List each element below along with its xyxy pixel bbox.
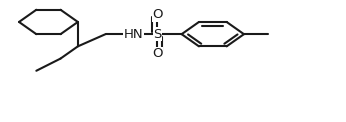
Text: S: S bbox=[153, 28, 162, 41]
Text: HN: HN bbox=[124, 28, 143, 41]
Text: O: O bbox=[152, 47, 163, 60]
Text: O: O bbox=[152, 8, 163, 21]
